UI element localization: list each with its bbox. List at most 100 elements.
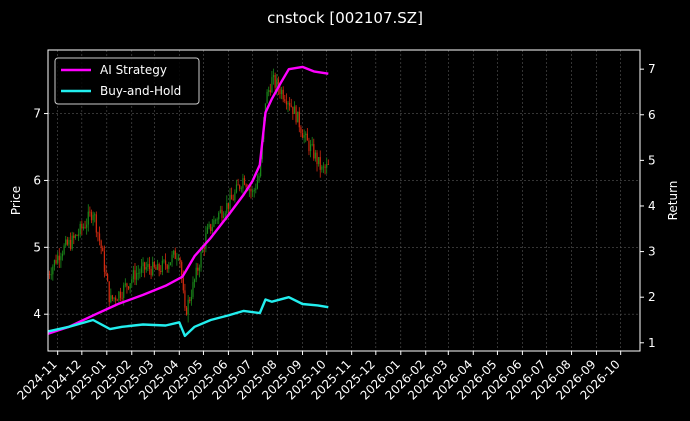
price-candle-body [277, 79, 279, 89]
price-candle-body [155, 267, 157, 270]
price-candle-body [140, 266, 143, 273]
price-candle-body [324, 166, 326, 168]
price-candle-body [276, 79, 278, 88]
price-candle-body [284, 99, 286, 102]
price-candle-body [86, 224, 88, 228]
price-candle-body [124, 283, 126, 286]
price-candle-body [158, 263, 160, 272]
price-candle-body [60, 256, 62, 261]
price-candle-body [253, 189, 255, 192]
price-candle-body [78, 234, 80, 236]
price-candle-body [184, 290, 186, 308]
price-candle-body [266, 91, 268, 104]
price-candle-body [118, 291, 120, 301]
price-candle-body [145, 267, 147, 270]
price-candle-body [242, 178, 244, 189]
price-candle-body [179, 258, 181, 263]
price-candle-body [123, 285, 125, 299]
price-candle-body [272, 75, 275, 78]
price-candle-body [289, 102, 291, 106]
price-candle-body [311, 144, 313, 145]
y-axis-left: 4 5 6 7 [33, 107, 48, 321]
price-candle-body [105, 271, 107, 275]
legend-label: AI Strategy [100, 63, 167, 77]
grid-lines [48, 50, 640, 351]
price-candle-body [292, 106, 294, 114]
price-candle-body [90, 212, 93, 221]
price-candle-body [89, 211, 91, 213]
price-candle-body [139, 272, 141, 274]
price-candle-body [84, 226, 86, 228]
price-candle-body [150, 268, 152, 276]
price-candle-body [303, 135, 305, 138]
price-candle-body [313, 144, 315, 159]
price-candle-body [306, 133, 308, 141]
price-candle-body [206, 227, 209, 234]
price-candle-body [107, 274, 109, 282]
price-candle-body [197, 267, 199, 271]
y-right-tick-label: 6 [648, 108, 656, 122]
price-candle-body [95, 214, 97, 233]
price-candle-body [55, 260, 57, 264]
price-candle-body [269, 90, 271, 93]
price-candle-body [129, 283, 131, 289]
price-candle-body [148, 263, 151, 269]
price-candle-body [190, 296, 192, 301]
price-candle-body [147, 263, 149, 268]
price-candle-body [216, 219, 218, 221]
price-candle-body [260, 159, 262, 177]
price-candle-body [222, 216, 225, 218]
price-candle-body [279, 88, 281, 95]
price-candle-body [237, 184, 239, 186]
price-candle-body [53, 260, 56, 267]
price-candle-body [57, 255, 59, 264]
price-candle-body [221, 209, 223, 218]
price-candle-body [74, 235, 76, 239]
price-candle-body [108, 281, 110, 303]
price-candle-body [198, 267, 201, 271]
price-candle-body [298, 111, 300, 128]
price-candle-body [115, 297, 117, 301]
legend: AI Strategy Buy-and-Hold [54, 57, 200, 105]
price-candle-body [142, 262, 144, 267]
price-candle-body [202, 247, 204, 253]
price-candle-body [166, 265, 168, 269]
price-candle-body [182, 278, 184, 291]
price-candle-body [195, 267, 197, 280]
price-candle-body [111, 295, 114, 299]
price-candle-body [153, 261, 155, 268]
price-candle-body [144, 262, 146, 270]
price-candle-body [297, 111, 299, 123]
plot-frame [47, 49, 641, 352]
y-axis-right-title: Return [666, 181, 680, 221]
price-candle-body [171, 254, 173, 263]
y-left-tick-label: 6 [33, 173, 41, 187]
price-candle-body [69, 239, 72, 249]
price-candle-body [76, 235, 78, 236]
price-candle-body [94, 214, 96, 216]
price-candle-body [295, 106, 297, 123]
price-candle-body [127, 286, 130, 289]
price-candle-body [239, 185, 241, 189]
price-candle-body [134, 270, 136, 280]
price-candle-body [73, 235, 75, 239]
price-candle-body [168, 265, 170, 269]
price-candle-body [52, 266, 54, 275]
chart-title: cnstock [002107.SZ] [267, 9, 423, 27]
price-candle-body [97, 232, 99, 234]
price-candle-body [189, 299, 191, 301]
price-candle-body [176, 258, 178, 260]
price-candle-body [169, 262, 172, 266]
y-right-tick-label: 1 [648, 336, 656, 350]
price-candle-body [305, 133, 307, 136]
price-candle-body [119, 291, 122, 298]
y-left-tick-label: 5 [33, 240, 41, 254]
price-candle-body [163, 260, 165, 262]
price-candle-body [318, 157, 320, 165]
price-candle-body [211, 226, 213, 232]
price-candle-body [274, 75, 276, 88]
price-candle-body [66, 239, 68, 245]
price-candle-body [103, 251, 105, 272]
y-left-tick-label: 4 [33, 307, 41, 321]
price-candle-body [248, 189, 250, 191]
